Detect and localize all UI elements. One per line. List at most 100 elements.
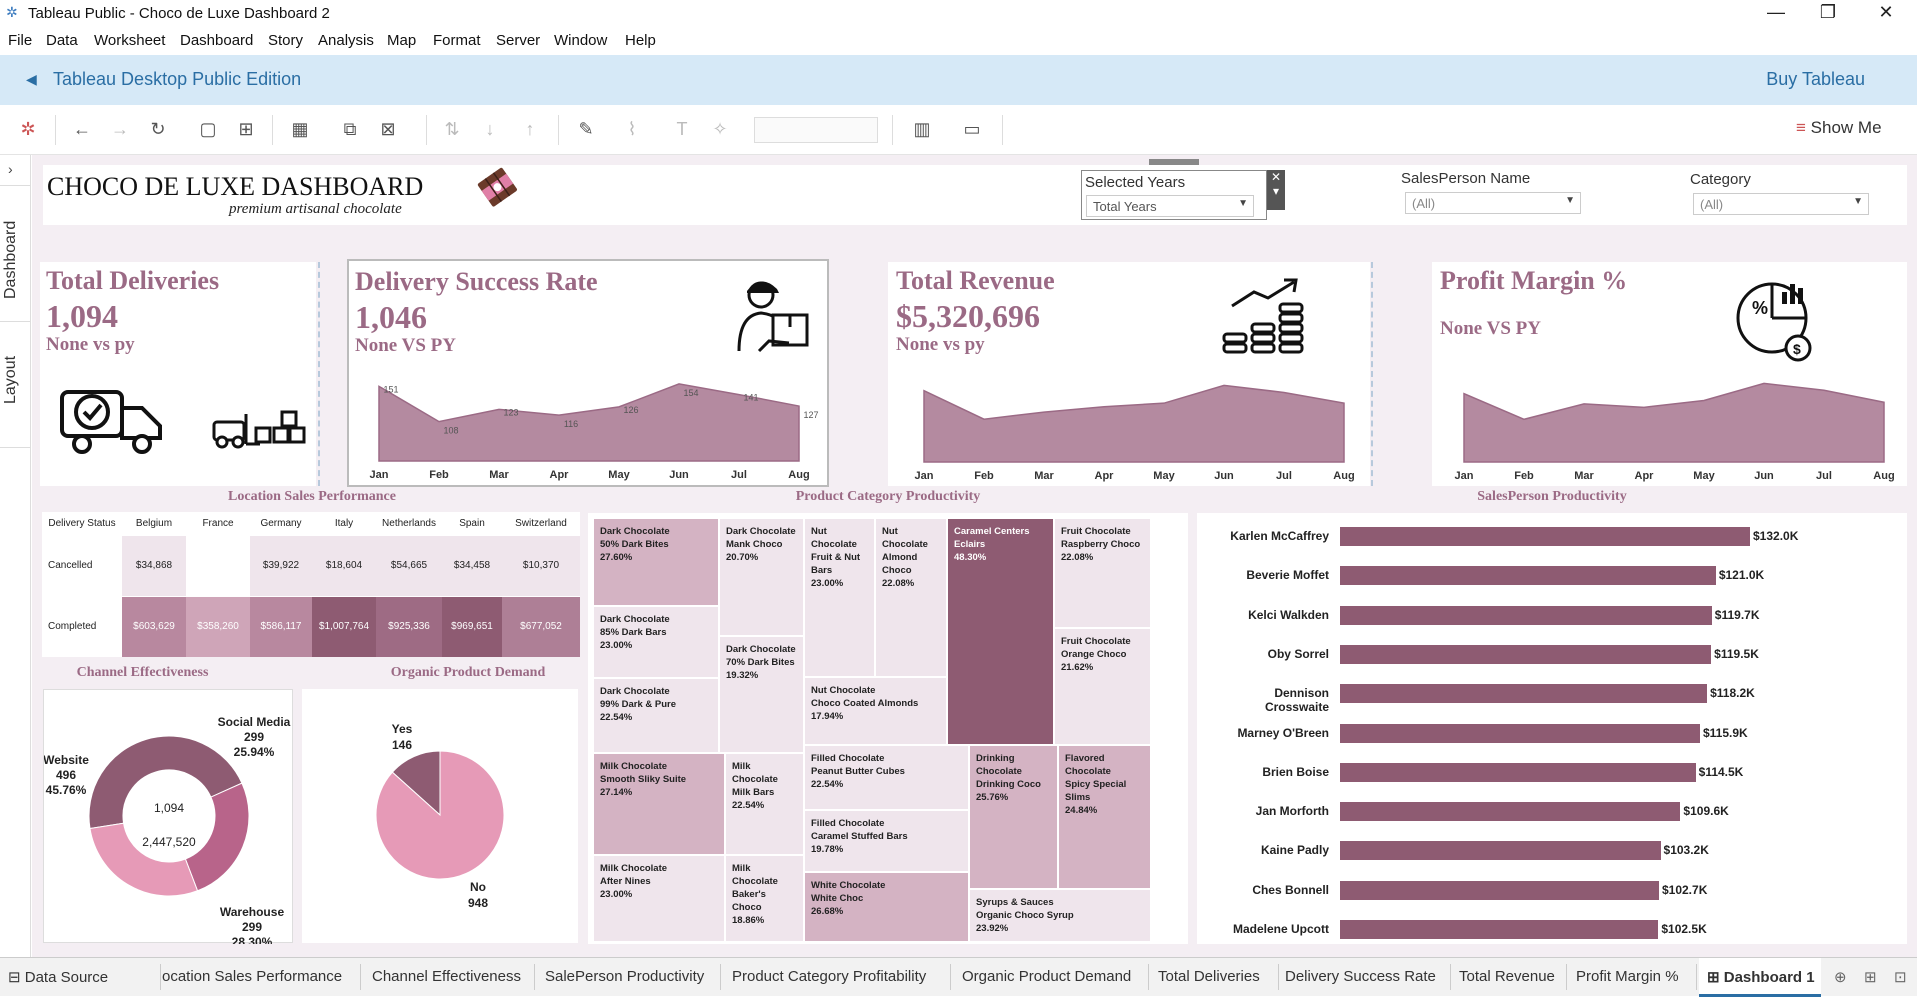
kpi-comparison: None vs py bbox=[896, 334, 985, 355]
category-dropdown[interactable]: (All) ▼ bbox=[1693, 193, 1869, 215]
tab-delivery-success-rate[interactable]: Delivery Success Rate bbox=[1285, 968, 1436, 985]
tab-total-deliveries[interactable]: Total Deliveries bbox=[1158, 968, 1260, 985]
selected-years-filter[interactable]: Selected Years Total Years ▼ bbox=[1081, 170, 1267, 220]
new-datasource-icon[interactable]: ⊞ bbox=[238, 119, 254, 139]
table-cell: $969,651 bbox=[442, 597, 502, 657]
text-icon[interactable]: T bbox=[676, 119, 688, 139]
menu-window[interactable]: Window bbox=[554, 32, 608, 49]
bar-value-label: $118.2K bbox=[1710, 686, 1755, 701]
delivery-truck-icon bbox=[60, 390, 162, 454]
tab-product-category-profitability[interactable]: Product Category Profitability bbox=[732, 968, 927, 985]
x-tick-label: May bbox=[608, 469, 630, 481]
bar-label: Ches Bonnell bbox=[1252, 882, 1329, 897]
tab-layout[interactable]: Layout bbox=[2, 355, 19, 405]
tab-salesperson-productivity[interactable]: SalePerson Productivity bbox=[545, 968, 705, 985]
tile-category: Dark Chocolate bbox=[726, 644, 796, 655]
tab-profit-margin[interactable]: Profit Margin % bbox=[1576, 968, 1679, 985]
labels-icon[interactable]: ▥ bbox=[913, 119, 931, 139]
tab-total-revenue[interactable]: Total Revenue bbox=[1459, 968, 1555, 985]
table-cell: $10,370 bbox=[502, 536, 580, 596]
menu-analysis[interactable]: Analysis bbox=[318, 32, 374, 49]
bar bbox=[1340, 762, 1696, 782]
tab-dashboard[interactable]: Dashboard bbox=[2, 220, 19, 300]
swap-icon[interactable]: ⇅ bbox=[444, 119, 460, 139]
close-icon[interactable]: ✕ bbox=[1270, 170, 1282, 184]
sort-desc-icon[interactable]: ↑ bbox=[525, 119, 535, 139]
tab-location-sales[interactable]: ocation Sales Performance bbox=[162, 968, 343, 985]
chevron-down-icon[interactable]: ▾ bbox=[1272, 184, 1280, 198]
table-cell: $925,336 bbox=[376, 597, 442, 657]
undo-icon[interactable]: ← bbox=[73, 119, 91, 139]
clear-sheet-icon[interactable]: ⊠ bbox=[380, 119, 396, 139]
treemap-tile: Caramel Centers Eclairs 48.30% bbox=[947, 518, 1054, 745]
save-icon[interactable]: ▢ bbox=[199, 119, 217, 139]
menu-dashboard[interactable]: Dashboard bbox=[180, 32, 254, 49]
sort-asc-icon[interactable]: ↓ bbox=[485, 119, 495, 139]
row-header: Cancelled bbox=[48, 560, 93, 571]
highlight-icon[interactable]: ✎ bbox=[578, 119, 594, 139]
tile-percent: 18.86% bbox=[732, 915, 765, 926]
tile-product: Almond Choco bbox=[882, 552, 918, 576]
slice-name: Website bbox=[44, 753, 89, 767]
bar-value-label: $115.9K bbox=[1702, 725, 1748, 740]
new-worksheet-icon[interactable]: ▦ bbox=[291, 119, 309, 139]
new-worksheet-icon[interactable]: ⊕ bbox=[1834, 969, 1847, 986]
table-header: Italy bbox=[334, 518, 354, 529]
menu-worksheet[interactable]: Worksheet bbox=[94, 32, 166, 49]
treemap-tile: Milk Chocolate Milk Bars 22.54% bbox=[725, 753, 804, 855]
menu-map[interactable]: Map bbox=[387, 32, 417, 49]
bar-value-label: $103.2K bbox=[1663, 843, 1709, 858]
salesperson-dropdown[interactable]: (All) ▼ bbox=[1405, 192, 1581, 214]
bar-label: Kelci Walkden bbox=[1248, 607, 1329, 622]
tile-product: Drinking Coco bbox=[976, 779, 1041, 790]
kpi-comparison: None VS PY bbox=[1440, 318, 1541, 339]
buy-tableau-link[interactable]: Buy Tableau bbox=[1766, 69, 1865, 89]
bar-label: Marney O'Breen bbox=[1237, 725, 1329, 740]
tableau-app-icon: ✲ bbox=[6, 4, 18, 20]
menu-file[interactable]: File bbox=[8, 32, 33, 49]
category-value: (All) bbox=[1700, 197, 1724, 212]
tile-product: 99% Dark & Pure bbox=[600, 699, 677, 710]
fit-dropdown[interactable] bbox=[754, 117, 878, 143]
minimize-icon[interactable]: — bbox=[1767, 2, 1785, 22]
area-series bbox=[923, 384, 1345, 463]
menu-data[interactable]: Data bbox=[46, 32, 78, 49]
category-filter-label: Category bbox=[1690, 171, 1751, 188]
tile-product: Spicy Special Slims bbox=[1065, 779, 1127, 803]
expand-chevron-icon[interactable]: › bbox=[8, 161, 13, 177]
new-dashboard-icon[interactable]: ⊞ bbox=[1864, 969, 1877, 986]
treemap-tile: Dark Chocolate Mank Choco 20.70% bbox=[719, 518, 804, 636]
menu-story[interactable]: Story bbox=[268, 32, 304, 49]
tab-dashboard-1[interactable]: ⊞ Dashboard 1 bbox=[1699, 958, 1821, 997]
attach-icon[interactable]: ⌇ bbox=[627, 119, 637, 139]
menu-server[interactable]: Server bbox=[496, 32, 541, 49]
close-icon[interactable]: ✕ bbox=[1878, 2, 1894, 22]
x-tick-label: Jul bbox=[1276, 470, 1292, 482]
restore-icon[interactable]: ❐ bbox=[1819, 2, 1837, 22]
table-cell: $18,604 bbox=[312, 536, 376, 596]
duplicate-icon[interactable]: ⧉ bbox=[343, 119, 357, 139]
replay-icon[interactable]: ↻ bbox=[150, 119, 166, 139]
selected-years-dropdown[interactable]: Total Years ▼ bbox=[1086, 195, 1254, 217]
tableau-logo-icon[interactable]: ✲ bbox=[20, 119, 36, 139]
menu-format[interactable]: Format bbox=[433, 32, 481, 49]
tile-percent: 22.08% bbox=[882, 578, 915, 589]
bar-label: Beverie Moffet bbox=[1246, 568, 1329, 583]
presentation-icon[interactable]: ▭ bbox=[963, 119, 981, 139]
tab-channel-effectiveness[interactable]: Channel Effectiveness bbox=[372, 968, 521, 985]
menu-help[interactable]: Help bbox=[625, 32, 656, 49]
filter-controls[interactable]: ✕ ▾ bbox=[1267, 170, 1285, 210]
slice-name: Yes bbox=[392, 722, 413, 736]
tab-data-source[interactable]: ⊟ Data Source bbox=[8, 968, 108, 986]
drag-handle[interactable] bbox=[1149, 159, 1199, 165]
x-tick-label: May bbox=[1693, 470, 1715, 482]
salesperson-bar-chart: Karlen McCaffrey $132.0K Beverie Moffet $12… bbox=[1197, 513, 1907, 944]
tile-product: After Nines bbox=[600, 876, 651, 887]
chocolate-bar-icon bbox=[477, 167, 517, 207]
tab-organic-product-demand[interactable]: Organic Product Demand bbox=[962, 968, 1132, 985]
new-story-icon[interactable]: ⊡ bbox=[1894, 969, 1907, 986]
pin-icon[interactable]: ✧ bbox=[712, 119, 728, 139]
show-me-button[interactable]: ≡ Show Me bbox=[1796, 118, 1882, 138]
x-tick-label: May bbox=[1153, 470, 1175, 482]
redo-icon[interactable]: → bbox=[111, 119, 129, 139]
